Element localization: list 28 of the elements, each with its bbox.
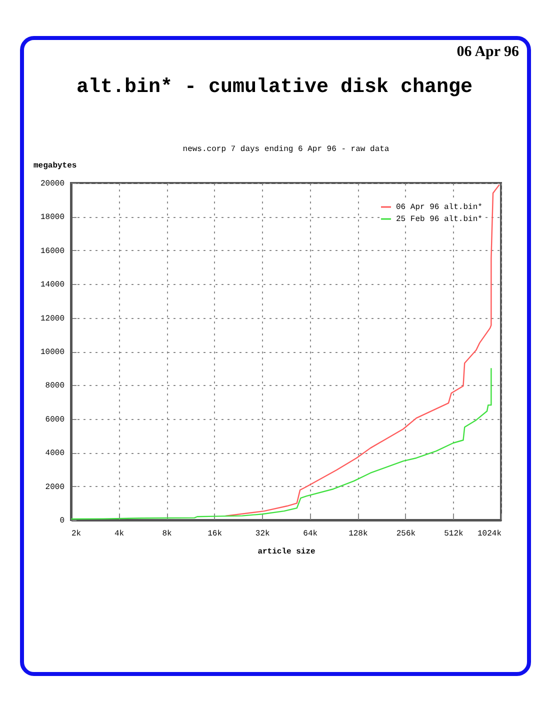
x-tick-label: 32k bbox=[255, 530, 270, 538]
y-axis-title: megabytes bbox=[34, 162, 77, 170]
text: 06 Apr 96 bbox=[456, 44, 519, 61]
y-tick-label: 6000 bbox=[45, 415, 65, 424]
x-tick-label: 256k bbox=[396, 530, 416, 538]
y-tick-label: 8000 bbox=[45, 382, 65, 391]
y-tick-label: 18000 bbox=[40, 213, 65, 222]
x-tick-label: 8k bbox=[162, 530, 172, 538]
x-tick-label: 512k bbox=[444, 530, 464, 538]
y-tick-label: 10000 bbox=[40, 348, 65, 357]
y-tick-label: 16000 bbox=[40, 246, 65, 256]
y-tick-label: 20000 bbox=[40, 180, 65, 188]
x-tick-label: 128k bbox=[348, 530, 368, 538]
legend-label: 06 Apr 96 alt.bin* bbox=[396, 203, 482, 212]
y-tick-label: 14000 bbox=[40, 280, 65, 290]
y-tick-label: 0 bbox=[60, 516, 65, 526]
x-tick-label: 16k bbox=[208, 530, 222, 538]
y-tick-label: 4000 bbox=[45, 449, 65, 458]
chart-title: alt.bin* - cumulative disk change bbox=[75, 76, 474, 99]
x-axis-title: article size bbox=[258, 548, 316, 556]
x-tick-label: 2k bbox=[72, 530, 82, 538]
chart-subtitle: news.corp 7 days ending 6 Apr 96 - raw data bbox=[182, 145, 390, 154]
legend-label: 25 Feb 96 alt.bin* bbox=[396, 215, 482, 224]
x-tick-label: 64k bbox=[303, 530, 318, 538]
y-tick-label: 2000 bbox=[45, 482, 65, 492]
y-tick-label: 12000 bbox=[40, 314, 65, 324]
x-tick-label: 1024k bbox=[477, 530, 502, 538]
x-tick-label: 4k bbox=[114, 530, 124, 538]
